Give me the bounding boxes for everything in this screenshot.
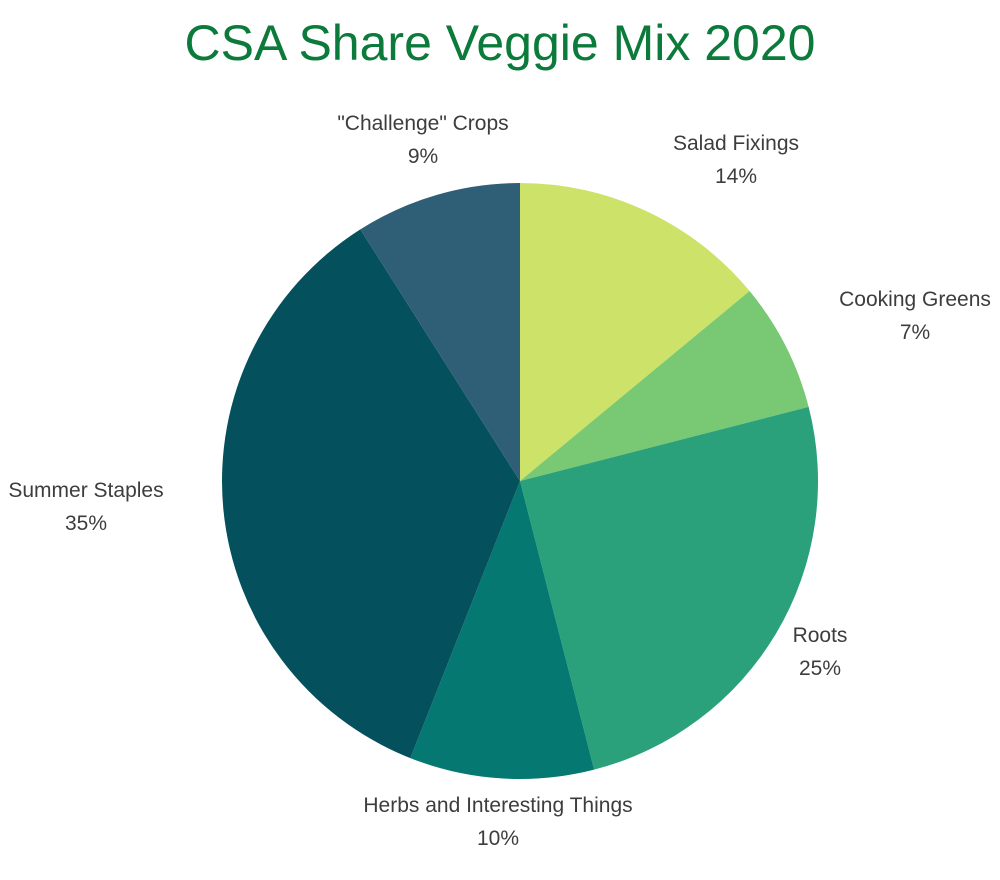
labels-layer: Salad Fixings 14% Cooking Greens 7% Roots 25%…	[8, 112, 990, 850]
slice-percent-label: 35%	[65, 512, 107, 535]
slice-percent-label: 25%	[799, 657, 841, 680]
slice-percent-label: 14%	[715, 165, 757, 188]
slices-layer	[222, 183, 819, 779]
slice-label: Herbs and Interesting Things	[363, 794, 632, 817]
pie-slice-herbs-and-interesting-things	[410, 481, 595, 779]
slice-percent-label: 10%	[477, 827, 519, 850]
pie-slice-summer-staples	[222, 229, 520, 759]
slice-label: Roots	[793, 624, 848, 647]
slice-percent-label: 7%	[900, 321, 930, 344]
chart-title: CSA Share Veggie Mix 2020	[184, 15, 816, 71]
pie-slice-salad-fixings	[520, 183, 750, 481]
slice-label: Summer Staples	[8, 479, 163, 502]
pie-slice-challenge-crops	[360, 183, 520, 481]
slice-percent-label: 9%	[408, 145, 438, 168]
pie-slice-cooking-greens	[520, 291, 809, 481]
pie-slice-roots	[520, 406, 819, 770]
slice-label: "Challenge" Crops	[337, 112, 508, 135]
slice-label: Salad Fixings	[673, 132, 799, 155]
slice-label: Cooking Greens	[839, 288, 991, 311]
